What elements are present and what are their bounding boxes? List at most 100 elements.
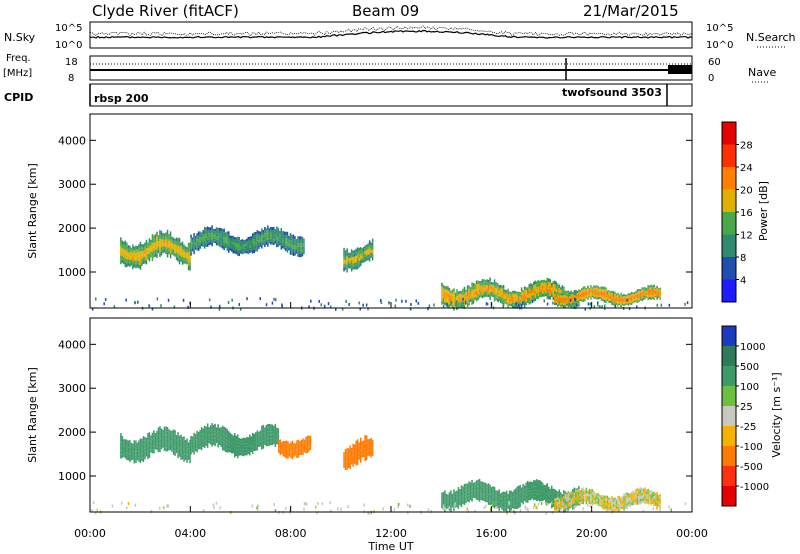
echo-cell — [609, 291, 612, 294]
noise-speckle — [456, 303, 458, 307]
echo-cell — [150, 251, 152, 255]
echo-cell — [642, 287, 645, 290]
echo-cell — [481, 491, 484, 495]
echo-cell — [618, 294, 621, 297]
echo-cell — [183, 260, 185, 264]
echo-cell — [232, 238, 234, 242]
echo-cell — [144, 260, 146, 264]
echo-cell — [358, 257, 360, 261]
noise-speckle — [173, 305, 176, 309]
echo-cell — [246, 248, 248, 251]
echo-cell — [349, 449, 351, 454]
echo-cell — [139, 241, 142, 247]
echo-cell — [171, 437, 173, 442]
echo-cell — [203, 437, 206, 441]
freq-tick-bottom: 8 — [68, 73, 74, 84]
echo-cell — [570, 296, 573, 299]
echo-cell — [256, 447, 259, 451]
echo-cell — [618, 506, 621, 509]
echo-cell — [572, 494, 574, 497]
noise-speckle — [126, 506, 128, 510]
echo-cell — [560, 292, 562, 296]
echo-cell — [120, 259, 122, 265]
echo-cell — [121, 436, 124, 440]
echo-cell — [507, 294, 509, 298]
echo-cell — [241, 438, 243, 442]
echo-cell — [184, 443, 187, 447]
echo-cell — [157, 250, 160, 254]
noise-speckle — [315, 505, 317, 509]
echo-cell — [234, 242, 236, 246]
echo-cell — [648, 287, 651, 290]
echo-cell — [483, 288, 485, 292]
echo-cell — [606, 501, 609, 504]
echo-cell — [142, 254, 145, 258]
echo-cell — [578, 489, 580, 492]
echo-cell — [359, 437, 362, 442]
echo-cell — [599, 287, 601, 290]
echo-cell — [294, 453, 297, 456]
noise-speckle — [599, 305, 601, 309]
echo-cell — [256, 230, 259, 234]
echo-cell — [209, 230, 212, 234]
echo-cell — [253, 249, 255, 254]
echo-cell — [487, 282, 490, 286]
echo-cell — [271, 434, 274, 439]
echo-cell — [126, 443, 128, 447]
echo-cell — [527, 300, 529, 304]
echo-cell — [186, 454, 188, 459]
echo-cell — [189, 451, 191, 456]
echo-cell — [483, 285, 485, 289]
echo-cell — [608, 501, 610, 504]
noise-speckle — [394, 304, 397, 308]
echo-cell — [194, 238, 197, 241]
echo-cell — [442, 297, 445, 302]
echo-cell — [177, 242, 179, 246]
noise-speckle — [273, 297, 275, 301]
echo-cell — [484, 492, 487, 496]
echo-cell — [657, 494, 660, 497]
echo-cell — [617, 297, 619, 300]
echo-cell — [355, 440, 357, 445]
echo-cell — [603, 294, 606, 298]
echo-cell — [474, 482, 476, 485]
echo-cell — [172, 442, 175, 447]
echo-cell — [447, 304, 449, 308]
echo-cell — [241, 449, 243, 453]
echo-cell — [258, 434, 260, 437]
noise-speckle — [210, 305, 212, 309]
echo-cell — [291, 244, 293, 249]
echo-cell — [148, 253, 151, 258]
echo-cell — [457, 291, 460, 295]
echo-cell — [645, 489, 648, 492]
echo-cell — [588, 501, 591, 504]
echo-cell — [282, 448, 285, 452]
echo-cell — [608, 497, 610, 500]
echo-cell — [591, 502, 594, 506]
echo-cell — [635, 491, 637, 495]
echo-cell — [132, 457, 134, 460]
echo-cell — [543, 282, 545, 286]
echo-cell — [365, 247, 368, 250]
echo-cell — [462, 295, 464, 299]
echo-cell — [639, 498, 642, 502]
echo-cell — [483, 491, 485, 495]
echo-cell — [151, 432, 154, 437]
echo-cell — [291, 456, 294, 460]
echo-cell — [180, 242, 182, 246]
echo-cell — [490, 286, 493, 290]
echo-cell — [293, 447, 295, 450]
echo-cell — [197, 234, 200, 238]
echo-cell — [346, 256, 348, 261]
echo-cell — [584, 497, 586, 500]
echo-cell — [191, 239, 194, 243]
echo-cell — [576, 291, 579, 293]
echo-cell — [563, 305, 565, 308]
echo-cell — [581, 501, 583, 504]
echo-cell — [448, 504, 451, 508]
echo-cell — [474, 484, 476, 488]
echo-cell — [445, 498, 448, 502]
echo-cell — [602, 291, 604, 295]
echo-cell — [606, 299, 609, 302]
echo-cell — [178, 255, 181, 260]
